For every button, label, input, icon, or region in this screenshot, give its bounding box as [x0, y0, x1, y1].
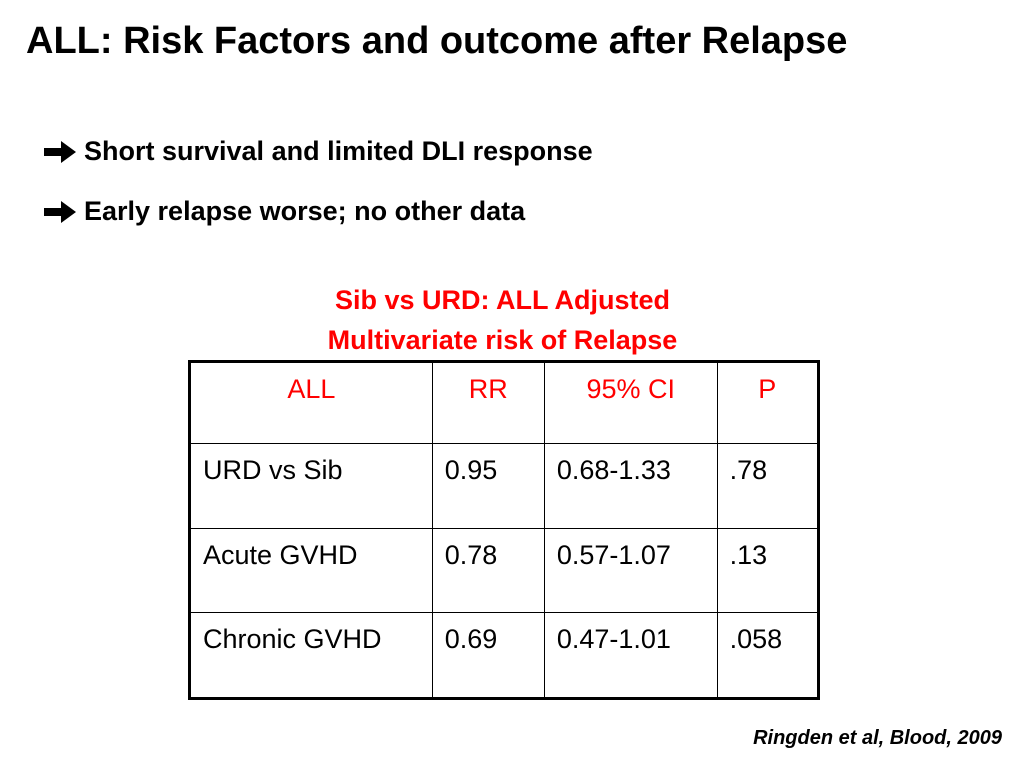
right-arrow-icon [44, 200, 76, 223]
table-row: Chronic GVHD 0.69 0.47-1.01 .058 [189, 612, 820, 699]
table-title-line: Sib vs URD: ALL Adjusted [334, 285, 671, 315]
slide-title: ALL: Risk Factors and outcome after Rela… [26, 20, 848, 62]
table-title-line: Multivariate risk of Relapse [327, 325, 678, 355]
rr-cell: 0.95 [431, 443, 545, 529]
bullet-text: Short survival and limited DLI response [84, 136, 593, 166]
rr-cell: 0.69 [431, 612, 545, 699]
bullet-text: Early relapse worse; no other data [84, 196, 526, 226]
bullet-item: Early relapse worse; no other data [44, 196, 525, 227]
table-row: URD vs Sib 0.95 0.68-1.33 .78 [189, 443, 820, 529]
row-label-cell: Acute GVHD [189, 527, 433, 614]
header-cell-ci: 95% CI [543, 361, 718, 444]
p-cell: .13 [716, 527, 820, 614]
ci-cell: 0.47-1.01 [543, 612, 718, 699]
rr-cell: 0.78 [431, 527, 545, 614]
right-arrow-icon [44, 140, 76, 163]
table-header-row: ALL RR 95% CI P [189, 361, 820, 444]
risk-table: ALL RR 95% CI P URD vs Sib 0.95 0.68-1.3… [188, 360, 820, 700]
p-cell: .058 [716, 612, 820, 699]
header-cell-all: ALL [189, 361, 433, 444]
header-cell-rr: RR [431, 361, 545, 444]
ci-cell: 0.68-1.33 [543, 443, 718, 529]
table-title: Sib vs URD: ALL Adjusted Multivariate ri… [230, 280, 775, 360]
row-label-cell: Chronic GVHD [189, 612, 433, 699]
table-row: Acute GVHD 0.78 0.57-1.07 .13 [189, 527, 820, 614]
citation: Ringden et al, Blood, 2009 [753, 727, 1002, 749]
p-cell: .78 [716, 443, 820, 529]
bullet-item: Short survival and limited DLI response [44, 136, 593, 167]
row-label-cell: URD vs Sib [189, 443, 433, 529]
ci-cell: 0.57-1.07 [543, 527, 718, 614]
header-cell-p: P [716, 361, 820, 444]
